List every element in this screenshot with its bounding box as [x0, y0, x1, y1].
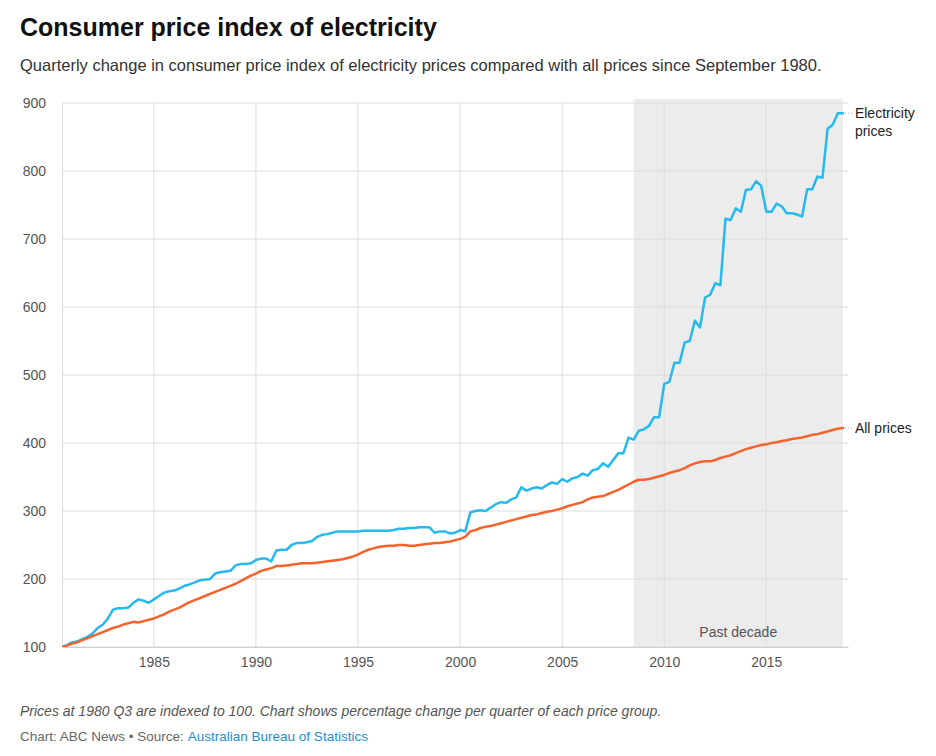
y-tick-label: 800: [23, 163, 47, 179]
subtitle: Quarterly change in consumer price index…: [20, 56, 822, 74]
x-tick: 1990: [241, 647, 272, 670]
chart: Consumer price index of electricity Quart…: [0, 0, 936, 756]
y-tick: 800: [23, 163, 62, 179]
y-tick-label: 500: [23, 367, 47, 383]
y-grid-line: [62, 307, 848, 308]
y-tick-label: 400: [23, 435, 47, 451]
lines: [62, 113, 843, 647]
note: Prices at 1980 Q3 are indexed to 100. Ch…: [20, 703, 661, 719]
source-link[interactable]: Australian Bureau of Statistics: [188, 729, 368, 744]
y-axis: 100 200 300 400 500 600 700 800 900: [23, 95, 63, 655]
series-line: [62, 428, 843, 647]
series-labels: [845, 113, 852, 428]
credit: Chart: ABC News • Source:: [20, 729, 184, 744]
y-grid-line: [62, 579, 848, 580]
y-tick: 200: [23, 571, 62, 587]
series-label: All prices: [855, 420, 912, 436]
shaded-region-label: Past decade: [699, 624, 777, 640]
x-grid-line: [766, 103, 767, 647]
y-grid-line: [62, 171, 848, 172]
grid: [62, 103, 848, 647]
x-tick-label: 1995: [343, 654, 374, 670]
x-tick: 2010: [649, 647, 680, 670]
x-tick: 1985: [139, 647, 170, 670]
y-tick-label: 200: [23, 571, 47, 587]
x-tick: 1995: [343, 647, 374, 670]
x-tick-label: 1990: [241, 654, 272, 670]
x-grid-line: [664, 103, 665, 647]
x-tick-label: 2015: [751, 654, 782, 670]
y-axis-line: [62, 104, 63, 648]
y-tick-label: 900: [23, 95, 47, 111]
label-leader: [845, 428, 852, 429]
footer: Chart: ABC News • Source: Australian Bure…: [20, 729, 368, 744]
y-tick-label: 300: [23, 503, 47, 519]
y-grid-line: [62, 103, 848, 104]
x-tick-label: 2010: [649, 654, 680, 670]
x-grid-line: [460, 103, 461, 647]
y-tick: 100: [23, 639, 62, 655]
y-grid-line: [62, 647, 848, 648]
x-tick: 2005: [547, 647, 578, 670]
series-line: [62, 113, 843, 647]
y-tick-label: 100: [23, 639, 47, 655]
y-tick: 300: [23, 503, 62, 519]
series-label: Electricityprices: [855, 105, 915, 139]
y-tick: 700: [23, 231, 62, 247]
x-grid-line: [562, 103, 563, 647]
title: Consumer price index of electricity: [20, 13, 437, 41]
x-grid-line: [153, 103, 154, 647]
x-tick: 2015: [751, 647, 782, 670]
x-axis: 1985 1990 1995 2000 2005 2010 2015: [63, 647, 849, 670]
y-tick: 500: [23, 367, 62, 383]
y-grid-line: [62, 443, 848, 444]
y-grid-line: [62, 239, 848, 240]
shaded-region: [634, 99, 843, 647]
x-tick-label: 2000: [445, 654, 476, 670]
x-grid-line: [255, 103, 256, 647]
y-tick-label: 700: [23, 231, 47, 247]
x-tick-label: 1985: [139, 654, 170, 670]
y-grid-line: [62, 375, 848, 376]
x-tick: 2000: [445, 647, 476, 670]
x-axis-line: [63, 647, 849, 648]
y-tick: 900: [23, 95, 62, 111]
y-grid-line: [62, 511, 848, 512]
y-tick-label: 600: [23, 299, 47, 315]
y-tick: 600: [23, 299, 62, 315]
x-tick-label: 2005: [547, 654, 578, 670]
x-grid-line: [358, 103, 359, 647]
label-leader: [845, 113, 852, 114]
y-tick: 400: [23, 435, 62, 451]
